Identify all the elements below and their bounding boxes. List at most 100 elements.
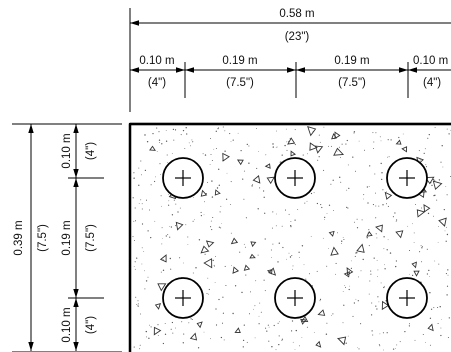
aggregate-triangle (175, 221, 184, 231)
aggregate-speck (442, 166, 444, 168)
aggregate-speck (141, 223, 144, 225)
aggregate-speck (411, 274, 414, 277)
aggregate-speck (341, 240, 343, 242)
aggregate-speck (167, 234, 169, 236)
left-segment-3-imperial: (4") (85, 316, 97, 334)
aggregate-speck (188, 322, 190, 324)
aggregate-speck (303, 264, 305, 266)
aggregate-speck (141, 208, 143, 210)
aggregate-speck (447, 274, 449, 276)
aggregate-speck (248, 162, 250, 164)
aggregate-speck (255, 280, 257, 282)
aggregate-speck (273, 324, 275, 327)
aggregate-speck (138, 203, 140, 204)
aggregate-speck (254, 305, 256, 307)
left-segment-3-metric: 0.10 m (61, 307, 73, 342)
aggregate-speck (447, 269, 449, 271)
aggregate-speck (382, 204, 384, 206)
aggregate-speck (276, 213, 277, 215)
aggregate-speck (399, 341, 401, 343)
aggregate-speck (438, 226, 439, 227)
aggregate-speck (396, 344, 398, 346)
aggregate-speck (243, 198, 245, 200)
aggregate-triangle (268, 267, 277, 276)
aggregate-speck (244, 246, 246, 248)
aggregate-triangle (307, 126, 317, 137)
aggregate-triangle (196, 321, 203, 329)
aggregate-speck (421, 207, 423, 209)
aggregate-speck (344, 285, 346, 286)
aggregate-speck (134, 220, 137, 222)
aggregate-speck (140, 174, 142, 176)
aggregate-speck (210, 338, 211, 340)
aggregate-speck (213, 264, 215, 266)
aggregate-speck (215, 148, 217, 149)
aggregate-speck (407, 225, 409, 227)
aggregate-speck (316, 270, 318, 272)
aggregate-speck (170, 268, 172, 270)
aggregate-speck (285, 128, 287, 130)
rebar (274, 157, 316, 199)
aggregate-speck (279, 321, 280, 323)
aggregate-speck (270, 249, 272, 251)
aggregate-speck (210, 220, 212, 222)
left-dimension-group: 0.39 m (7.5") 0.10 m (4") 0.19 m (7.5") … (12, 123, 122, 352)
aggregate-triangle (314, 145, 324, 154)
aggregate-speck (160, 174, 161, 175)
aggregate-speck (370, 273, 372, 275)
aggregate-speck (192, 272, 194, 274)
top-segment-3-metric: 0.19 m (334, 55, 369, 67)
aggregate-speck (212, 259, 214, 262)
aggregate-triangle (157, 283, 167, 292)
aggregate-speck (262, 190, 265, 192)
aggregate-speck (343, 238, 345, 241)
aggregate-speck (221, 322, 224, 324)
aggregate-speck (141, 247, 143, 249)
overall-width-metric: 0.58 m (279, 8, 314, 20)
aggregate-speck (335, 262, 337, 264)
aggregate-speck (143, 251, 145, 252)
aggregate-speck (291, 320, 294, 322)
aggregate-speck (225, 198, 228, 200)
aggregate-speck (172, 128, 175, 131)
aggregate-triangle (301, 315, 309, 323)
aggregate-speck (375, 217, 377, 219)
aggregate-speck (440, 334, 442, 337)
aggregate-speck (275, 225, 277, 227)
aggregate-speck (304, 202, 306, 204)
aggregate-speck (387, 205, 389, 207)
aggregate-speck (337, 232, 338, 234)
aggregate-speck (445, 273, 447, 275)
aggregate-speck (292, 341, 294, 343)
aggregate-speck (222, 312, 224, 314)
aggregate-speck (427, 212, 430, 215)
aggregate-speck (133, 346, 135, 348)
aggregate-speck (294, 348, 296, 350)
aggregate-speck (339, 176, 341, 178)
aggregate-speck (183, 333, 185, 335)
left-segment-2-imperial: (7.5") (85, 224, 97, 252)
aggregate-speck (294, 129, 296, 131)
aggregate-speck (413, 232, 415, 234)
aggregate-speck (319, 300, 321, 302)
aggregate-speck (313, 332, 315, 333)
aggregate-speck (342, 322, 344, 324)
aggregate-speck (409, 323, 410, 325)
aggregate-speck (434, 126, 436, 128)
aggregate-speck (384, 264, 385, 266)
aggregate-speck (332, 313, 334, 315)
aggregate-speck (342, 291, 344, 292)
aggregate-speck (132, 236, 134, 238)
aggregate-speck (230, 181, 232, 183)
aggregate-speck (419, 159, 421, 161)
aggregate-triangle (384, 191, 393, 200)
aggregate-speck (271, 227, 273, 229)
aggregate-speck (177, 211, 179, 213)
aggregate-speck (165, 140, 168, 142)
aggregate-speck (144, 270, 145, 272)
aggregate-speck (396, 219, 398, 221)
aggregate-speck (248, 145, 250, 147)
aggregate-speck (436, 199, 438, 201)
aggregate-speck (378, 301, 380, 303)
aggregate-speck (133, 220, 135, 222)
